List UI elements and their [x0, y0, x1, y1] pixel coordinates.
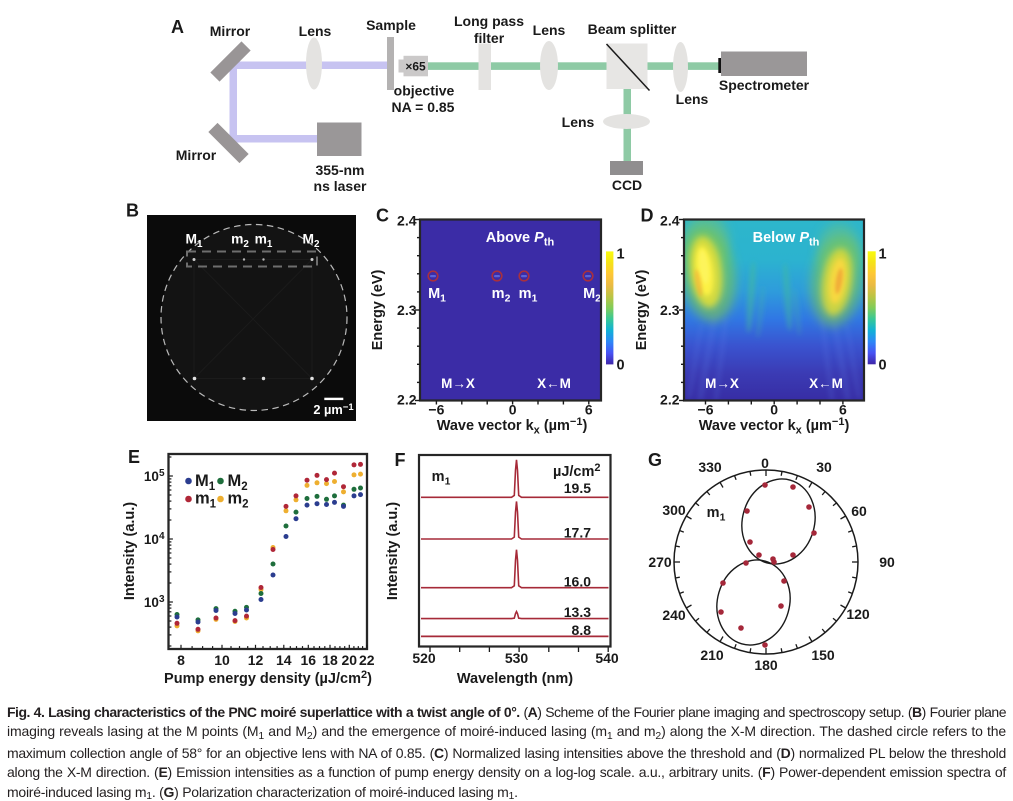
- svg-text:Spectrometer: Spectrometer: [719, 77, 810, 93]
- svg-text:m1: m1: [432, 469, 451, 488]
- svg-text:Mirror: Mirror: [210, 23, 251, 39]
- svg-text:105: 105: [144, 468, 165, 484]
- svg-text:D: D: [641, 206, 654, 226]
- svg-text:210: 210: [700, 647, 724, 663]
- svg-text:X←M: X←M: [537, 376, 571, 391]
- svg-text:NA = 0.85: NA = 0.85: [392, 99, 455, 115]
- svg-text:B: B: [126, 201, 139, 221]
- svg-text:150: 150: [811, 647, 835, 663]
- svg-text:E: E: [128, 447, 140, 467]
- svg-text:8: 8: [177, 652, 185, 668]
- svg-text:M→X: M→X: [705, 376, 739, 391]
- svg-text:2.4: 2.4: [397, 213, 417, 229]
- svg-text:2.4: 2.4: [660, 213, 680, 229]
- svg-text:14: 14: [276, 652, 292, 668]
- svg-text:2.3: 2.3: [397, 302, 417, 318]
- svg-text:0: 0: [509, 402, 517, 418]
- svg-text:Below Pth: Below Pth: [753, 230, 820, 249]
- svg-text:300: 300: [662, 502, 686, 518]
- svg-text:0: 0: [879, 358, 887, 374]
- svg-text:Lens: Lens: [676, 91, 709, 107]
- svg-text:12: 12: [248, 652, 264, 668]
- svg-text:C: C: [376, 206, 389, 226]
- svg-text:104: 104: [144, 531, 165, 547]
- svg-text:13.3: 13.3: [564, 604, 591, 620]
- svg-text:0: 0: [770, 402, 778, 418]
- svg-text:540: 540: [595, 650, 619, 666]
- svg-text:60: 60: [851, 503, 867, 519]
- svg-text:10: 10: [214, 652, 230, 668]
- svg-text:Lens: Lens: [562, 114, 595, 130]
- svg-text:F: F: [395, 450, 406, 470]
- svg-text:530: 530: [505, 650, 529, 666]
- svg-text:M→X: M→X: [441, 376, 475, 391]
- svg-text:270: 270: [648, 554, 672, 570]
- svg-text:18: 18: [322, 652, 338, 668]
- svg-text:−6: −6: [428, 402, 444, 418]
- svg-text:−6: −6: [698, 402, 714, 418]
- svg-text:2.3: 2.3: [660, 302, 680, 318]
- svg-text:Lens: Lens: [533, 22, 566, 38]
- svg-text:2.2: 2.2: [397, 392, 417, 408]
- svg-text:16: 16: [301, 652, 317, 668]
- svg-text:Long pass: Long pass: [454, 13, 524, 29]
- svg-text:Beam splitter: Beam splitter: [588, 21, 677, 37]
- svg-text:µJ/cm2: µJ/cm2: [553, 462, 601, 480]
- svg-text:19.5: 19.5: [564, 480, 591, 496]
- svg-text:A: A: [171, 17, 184, 37]
- svg-text:6: 6: [585, 402, 593, 418]
- svg-text:Sample: Sample: [366, 17, 416, 33]
- svg-text:8.8: 8.8: [572, 622, 592, 638]
- svg-text:20: 20: [342, 652, 358, 668]
- svg-text:objective: objective: [394, 83, 455, 99]
- svg-text:1: 1: [617, 247, 625, 263]
- svg-text:355-nm: 355-nm: [315, 162, 364, 178]
- svg-text:G: G: [648, 450, 662, 470]
- svg-text:Wave vector kx (µm−1): Wave vector kx (µm−1): [437, 416, 588, 437]
- svg-text:Above Pth: Above Pth: [486, 230, 555, 249]
- svg-text:Mirror: Mirror: [176, 147, 217, 163]
- svg-text:22: 22: [359, 652, 375, 668]
- svg-text:Wave vector kx (µm−1): Wave vector kx (µm−1): [699, 416, 850, 437]
- svg-text:1: 1: [879, 247, 887, 263]
- svg-text:90: 90: [879, 554, 895, 570]
- svg-text:30: 30: [816, 459, 832, 475]
- svg-text:6: 6: [839, 402, 847, 418]
- svg-text:0: 0: [617, 358, 625, 374]
- svg-text:CCD: CCD: [612, 177, 642, 193]
- svg-text:2.2: 2.2: [660, 392, 680, 408]
- svg-text:X←M: X←M: [809, 376, 843, 391]
- svg-text:Lens: Lens: [299, 23, 332, 39]
- svg-text:Intensity (a.u.): Intensity (a.u.): [122, 502, 138, 600]
- svg-text:filter: filter: [474, 30, 505, 46]
- svg-text:Intensity (a.u.): Intensity (a.u.): [385, 502, 401, 600]
- svg-text:16.0: 16.0: [564, 574, 591, 590]
- svg-text:520: 520: [412, 650, 436, 666]
- svg-text:Pump energy density (µJ/cm2): Pump energy density (µJ/cm2): [164, 669, 372, 687]
- svg-text:17.7: 17.7: [564, 525, 591, 541]
- svg-text:Energy (eV): Energy (eV): [370, 270, 386, 351]
- svg-text:103: 103: [144, 594, 165, 610]
- svg-text:330: 330: [698, 459, 722, 475]
- svg-text:120: 120: [846, 606, 870, 622]
- svg-text:×65: ×65: [405, 60, 426, 74]
- svg-text:Wavelength (nm): Wavelength (nm): [457, 671, 573, 687]
- svg-text:ns laser: ns laser: [314, 178, 367, 194]
- svg-text:Energy (eV): Energy (eV): [634, 270, 650, 351]
- svg-text:240: 240: [662, 607, 686, 623]
- svg-text:180: 180: [754, 657, 778, 673]
- svg-text:m1: m1: [707, 505, 726, 524]
- svg-text:0: 0: [761, 455, 769, 471]
